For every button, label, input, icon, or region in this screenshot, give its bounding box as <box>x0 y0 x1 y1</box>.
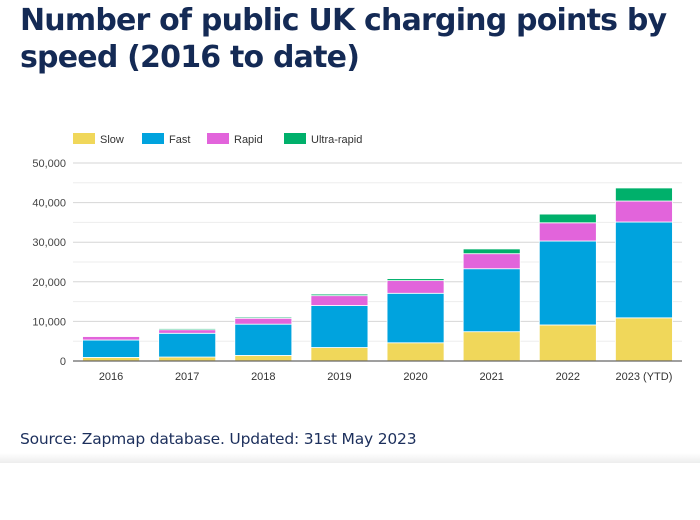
bar-stack-2020 <box>386 278 445 362</box>
bar-segment-slow <box>386 342 445 362</box>
bar-segment-fast <box>386 292 445 344</box>
legend-swatch <box>284 133 306 144</box>
bar-segment-ultra-rapid <box>82 335 140 337</box>
x-tick-label: 2018 <box>251 371 275 383</box>
bar-segment-fast <box>538 240 597 326</box>
bar-segment-slow <box>615 317 673 362</box>
bar-segment-fast <box>615 221 673 319</box>
legend-item-rapid: Rapid <box>207 133 263 146</box>
bar-segment-slow <box>462 331 521 362</box>
bar-segment-rapid <box>462 253 521 270</box>
bar-segment-rapid <box>234 317 293 325</box>
bar-segment-rapid <box>538 222 597 242</box>
bar-segment-fast <box>158 332 217 358</box>
x-tick-label: 2022 <box>556 371 580 383</box>
bar-segment-ultra-rapid <box>158 328 217 331</box>
x-tick-label: 2021 <box>479 371 503 383</box>
legend-label: Slow <box>100 134 124 146</box>
bar-segment-slow <box>234 355 293 362</box>
bars <box>82 187 673 362</box>
bar-segment-slow <box>538 324 597 362</box>
bar-stack-2023-ytd- <box>615 187 673 362</box>
legend-item-fast: Fast <box>142 133 190 146</box>
bar-segment-ultra-rapid <box>310 293 369 297</box>
bar-segment-ultra-rapid <box>234 316 293 319</box>
bar-stack-2018 <box>234 316 293 362</box>
bar-segment-fast <box>82 339 140 358</box>
bar-segment-fast <box>234 323 293 356</box>
bar-segment-fast <box>310 305 369 348</box>
x-tick-label: 2020 <box>403 371 427 383</box>
y-tick-label: 40,000 <box>32 198 66 210</box>
bar-stack-2021 <box>462 248 521 362</box>
legend-label: Rapid <box>234 134 263 146</box>
y-tick-label: 20,000 <box>32 277 66 289</box>
bottom-fade <box>0 453 700 463</box>
y-tick-label: 50,000 <box>32 158 66 170</box>
bar-stack-2019 <box>310 293 369 362</box>
y-tick-label: 10,000 <box>32 316 66 328</box>
stacked-bar-chart: Slow Fast Rapid Ultra-rapid 0 10,000 20,000 30… <box>32 133 682 383</box>
bar-stack-2016 <box>82 335 140 362</box>
legend: Slow Fast Rapid Ultra-rapid <box>73 133 362 146</box>
legend-swatch <box>73 133 95 144</box>
y-tick-label: 30,000 <box>32 237 66 249</box>
bar-segment-rapid <box>82 336 140 341</box>
x-tick-label: 2017 <box>175 371 199 383</box>
y-axis: 0 10,000 20,000 30,000 40,000 50,000 <box>32 158 66 368</box>
legend-item-ultra-rapid: Ultra-rapid <box>284 133 362 146</box>
bar-segment-slow <box>310 347 369 362</box>
bar-stack-2017 <box>158 328 217 362</box>
x-tick-label: 2023 (YTD) <box>616 371 673 383</box>
legend-label: Ultra-rapid <box>311 134 362 146</box>
source-note: Source: Zapmap database. Updated: 31st M… <box>20 430 417 448</box>
bar-stack-2022 <box>538 213 597 362</box>
bar-segment-ultra-rapid <box>538 213 597 224</box>
legend-swatch <box>207 133 229 144</box>
bar-segment-rapid <box>310 295 369 306</box>
chart-title: Number of public UK charging points by s… <box>20 3 667 75</box>
bar-segment-ultra-rapid <box>462 248 521 255</box>
legend-swatch <box>142 133 164 144</box>
bar-segment-fast <box>462 268 521 333</box>
bar-segment-rapid <box>386 280 445 294</box>
bar-segment-ultra-rapid <box>386 278 445 282</box>
legend-item-slow: Slow <box>73 133 124 146</box>
legend-label: Fast <box>169 134 190 146</box>
y-tick-label: 0 <box>60 356 66 368</box>
x-tick-label: 2016 <box>99 371 123 383</box>
x-tick-label: 2019 <box>327 371 351 383</box>
bar-segment-ultra-rapid <box>615 187 673 202</box>
x-axis: 2016 2017 2018 2019 2020 2021 2022 2023 (YTD) <box>73 360 682 383</box>
bar-segment-rapid <box>158 329 217 334</box>
bar-segment-rapid <box>615 200 673 223</box>
